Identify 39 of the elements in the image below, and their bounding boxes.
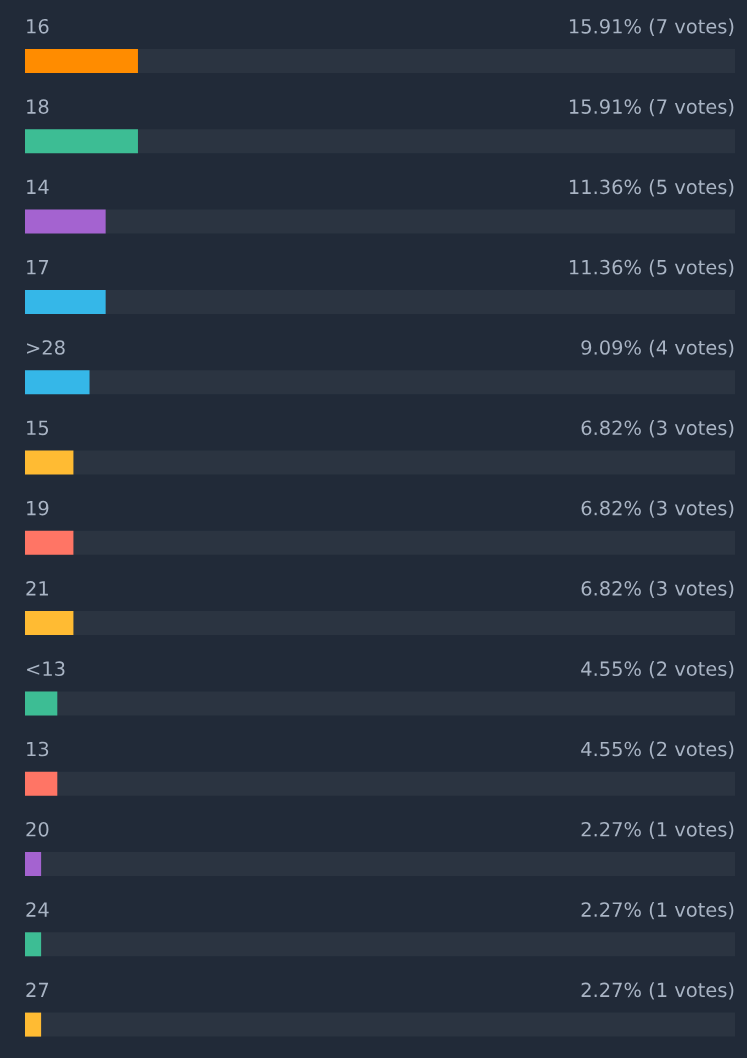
y-tick-label: 21 — [26, 581, 48, 596]
bar — [25, 450, 74, 475]
y-tick-label: <13 — [27, 661, 65, 677]
data-label: 9.09% (4 votes) — [581, 339, 734, 358]
bar — [25, 1012, 42, 1037]
data-label: 2.27% (1 votes) — [581, 901, 734, 920]
bar — [25, 209, 106, 234]
bar — [25, 129, 138, 154]
y-tick-label: >28 — [27, 340, 65, 355]
data-label: 6.82% (3 votes) — [581, 580, 734, 599]
y-tick-label: 18 — [27, 99, 49, 114]
y-tick-label: 24 — [26, 902, 49, 917]
bar — [25, 771, 58, 796]
bar — [25, 852, 42, 876]
bar — [25, 49, 138, 73]
bar — [25, 611, 74, 636]
data-label: 11.36% (5 votes) — [569, 179, 734, 197]
data-label: 6.82% (3 votes) — [581, 500, 734, 518]
data-label: 15.91% (7 votes) — [569, 18, 734, 36]
bar — [25, 530, 74, 555]
data-label: 15.91% (7 votes) — [569, 98, 734, 117]
y-tick-label: 14 — [27, 179, 49, 194]
y-tick-label: 15 — [27, 420, 49, 436]
data-label: 4.55% (2 votes) — [581, 661, 734, 679]
bar — [25, 289, 106, 314]
data-label: 11.36% (5 votes) — [569, 259, 734, 277]
y-tick-label: 20 — [26, 821, 49, 837]
y-tick-label: 19 — [27, 500, 49, 516]
y-tick-label: 17 — [27, 260, 49, 275]
data-label: 6.82% (3 votes) — [581, 420, 734, 438]
data-label: 2.27% (1 votes) — [581, 982, 734, 1000]
data-label: 4.55% (2 votes) — [581, 741, 734, 759]
y-tick-label: 16 — [27, 18, 49, 34]
bar — [25, 691, 58, 716]
bar — [25, 370, 90, 395]
data-label: 2.27% (1 votes) — [581, 821, 734, 839]
y-tick-label: 27 — [26, 982, 49, 997]
y-tick-label: 13 — [27, 741, 49, 757]
bar — [25, 932, 42, 957]
